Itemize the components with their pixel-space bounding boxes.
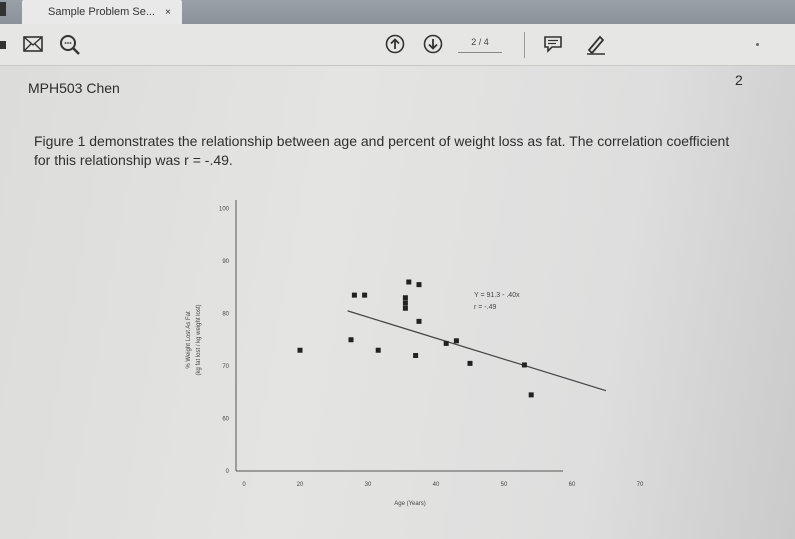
data-point xyxy=(467,360,473,366)
document-tab[interactable]: Sample Problem Se... × xyxy=(22,0,182,24)
data-point xyxy=(348,337,354,343)
data-point xyxy=(521,362,527,368)
y-axis-label-line2: (kg fat lost / kg weight lost) xyxy=(196,304,202,375)
data-point xyxy=(416,282,422,288)
data-point xyxy=(528,392,534,398)
arrow-up-circle-icon[interactable] xyxy=(384,33,406,55)
toolbar: 2 / 4 xyxy=(0,24,795,66)
tab-strip: Sample Problem Se... × xyxy=(0,0,795,24)
regression-line xyxy=(347,310,607,392)
y-tick-label: 70 xyxy=(222,364,229,370)
pen-icon[interactable] xyxy=(584,32,608,56)
y-axis-label-line1: % Weight Lost As Fat xyxy=(186,311,192,369)
data-point xyxy=(443,340,449,346)
y-tick-label: 90 xyxy=(222,259,229,265)
x-axis-label: Age (Years) xyxy=(394,501,425,507)
y-tick-label: 60 xyxy=(222,417,229,423)
data-point xyxy=(416,318,422,324)
data-point xyxy=(453,338,459,344)
course-header: MPH503 Chen xyxy=(28,80,120,96)
y-tick-label: 80 xyxy=(222,312,229,318)
more-menu-dot[interactable] xyxy=(756,43,759,46)
tab-title[interactable]: Sample Problem Se... xyxy=(48,6,155,18)
data-point xyxy=(297,347,303,353)
x-tick-label: 70 xyxy=(637,482,644,488)
page-number-field[interactable]: 2 / 4 xyxy=(458,37,502,53)
comment-icon[interactable] xyxy=(542,34,564,54)
regression-equation: Y = 91.3 - .40x xyxy=(474,292,520,299)
data-point xyxy=(402,295,408,301)
x-tick-label: 30 xyxy=(365,482,372,488)
x-tick-label: 20 xyxy=(297,482,304,488)
document-page: MPH503 Chen 2 Figure 1 demonstrates the … xyxy=(0,66,795,539)
data-point xyxy=(375,347,381,353)
data-point xyxy=(402,300,408,306)
data-point xyxy=(402,305,408,311)
mail-icon[interactable] xyxy=(22,34,44,54)
tab-close-icon[interactable]: × xyxy=(165,6,171,18)
y-tick-label: 100 xyxy=(219,207,230,213)
data-point xyxy=(362,292,368,298)
data-point xyxy=(351,292,357,298)
x-tick-label: 0 xyxy=(242,482,246,488)
data-point xyxy=(406,279,412,285)
data-point xyxy=(413,353,419,358)
search-icon[interactable] xyxy=(58,33,82,57)
tabstrip-edge xyxy=(0,2,6,16)
figure-description: Figure 1 demonstrates the relationship b… xyxy=(34,133,730,168)
x-tick-label: 50 xyxy=(501,482,508,488)
y-tick-label: 0 xyxy=(226,469,230,475)
x-tick-label: 60 xyxy=(569,482,576,488)
toolbar-divider xyxy=(524,32,525,58)
correlation-label: r = -.49 xyxy=(474,304,496,311)
arrow-down-circle-icon[interactable] xyxy=(422,33,444,55)
page-number-label: 2 xyxy=(735,72,743,88)
x-tick-label: 40 xyxy=(433,482,440,488)
left-arrow-icon[interactable] xyxy=(0,41,6,49)
